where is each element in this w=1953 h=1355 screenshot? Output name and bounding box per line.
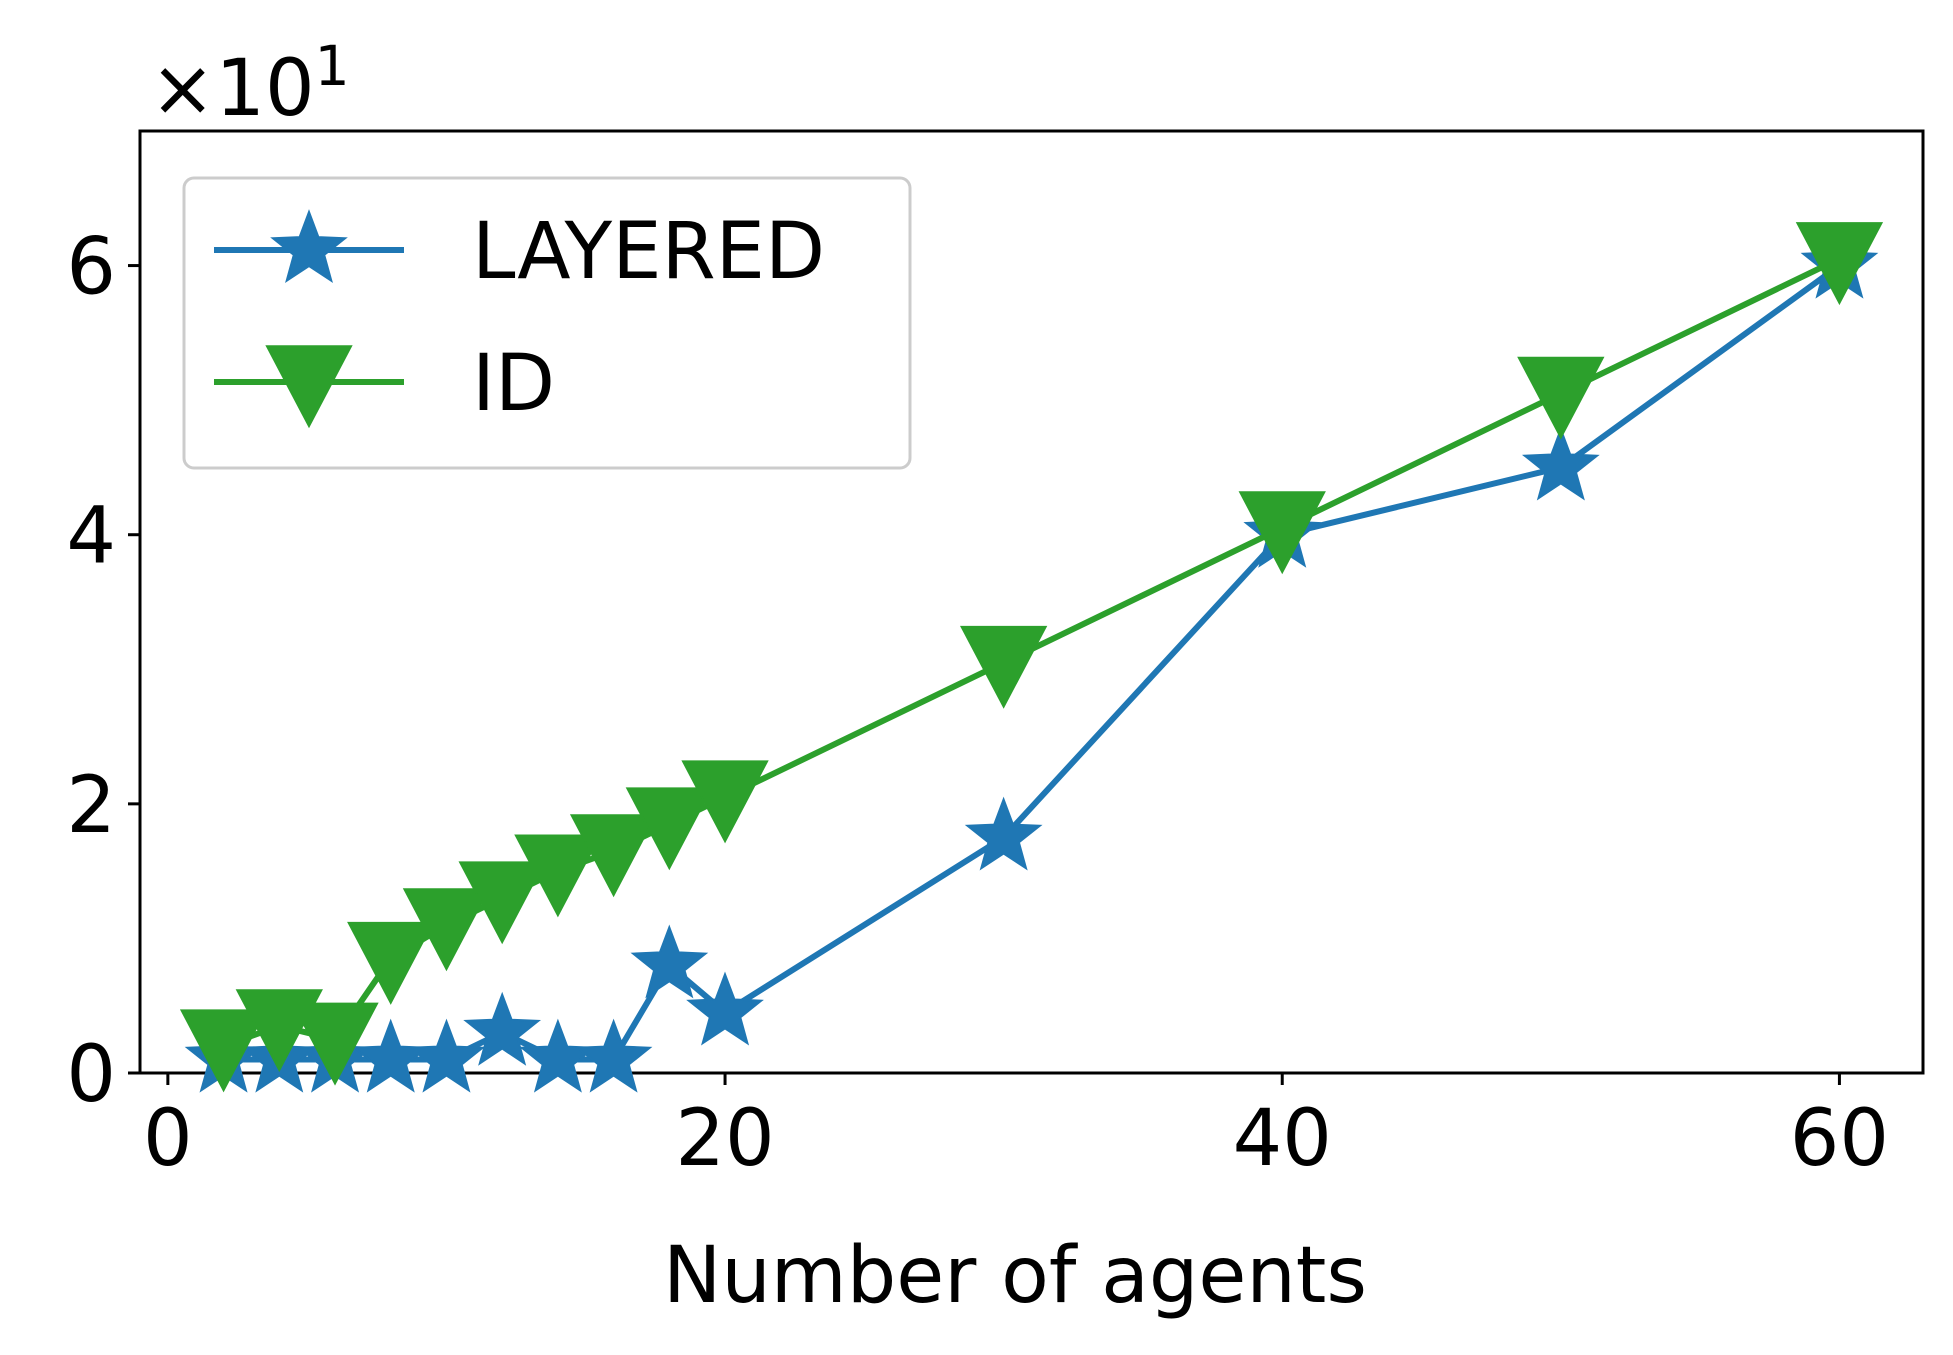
x-axis: 0 20 40 60 — [143, 1073, 1889, 1184]
legend-label: ID — [472, 339, 555, 429]
y-multiplier-exponent: 1 — [315, 34, 350, 98]
legend-item-layered: LAYERED — [214, 207, 825, 297]
data-point — [514, 834, 602, 918]
y-tick-label: 0 — [66, 1030, 116, 1120]
series-id — [179, 222, 1884, 1093]
y-multiplier-base: ×10 — [150, 44, 315, 134]
x-tick-label: 40 — [1233, 1094, 1332, 1184]
data-point — [569, 814, 658, 898]
legend-marker — [265, 345, 353, 429]
data-point — [1238, 491, 1326, 575]
legend-label: LAYERED — [472, 207, 825, 297]
y-axis-multiplier: ×101 — [150, 34, 350, 134]
x-tick-label: 60 — [1790, 1094, 1889, 1184]
data-point — [407, 1018, 486, 1093]
legend-item-id: ID — [214, 339, 555, 429]
x-axis-label: Number of agents — [663, 1231, 1367, 1321]
data-point — [686, 971, 764, 1046]
data-point — [347, 921, 435, 1005]
data-point — [1517, 356, 1605, 440]
data-point — [291, 1002, 379, 1086]
data-point — [959, 625, 1048, 709]
data-point — [681, 760, 769, 844]
data-point — [1521, 426, 1600, 501]
series-layer — [179, 222, 1884, 1093]
data-point — [630, 924, 709, 999]
y-tick-label: 4 — [66, 492, 116, 582]
x-tick-label: 20 — [675, 1094, 774, 1184]
y-axis: 0 2 4 6 — [66, 223, 140, 1120]
data-point — [458, 861, 546, 945]
data-point — [625, 787, 713, 871]
data-point — [179, 1009, 268, 1093]
data-point — [574, 1018, 653, 1093]
y-tick-label: 6 — [66, 223, 116, 313]
data-point — [463, 991, 542, 1066]
data-point — [402, 888, 491, 972]
data-point — [964, 796, 1043, 871]
legend-marker — [270, 209, 348, 283]
y-tick-label: 2 — [66, 761, 116, 851]
legend: LAYERED ID — [182, 176, 912, 470]
x-tick-label: 0 — [143, 1094, 193, 1184]
data-point — [1795, 222, 1884, 306]
